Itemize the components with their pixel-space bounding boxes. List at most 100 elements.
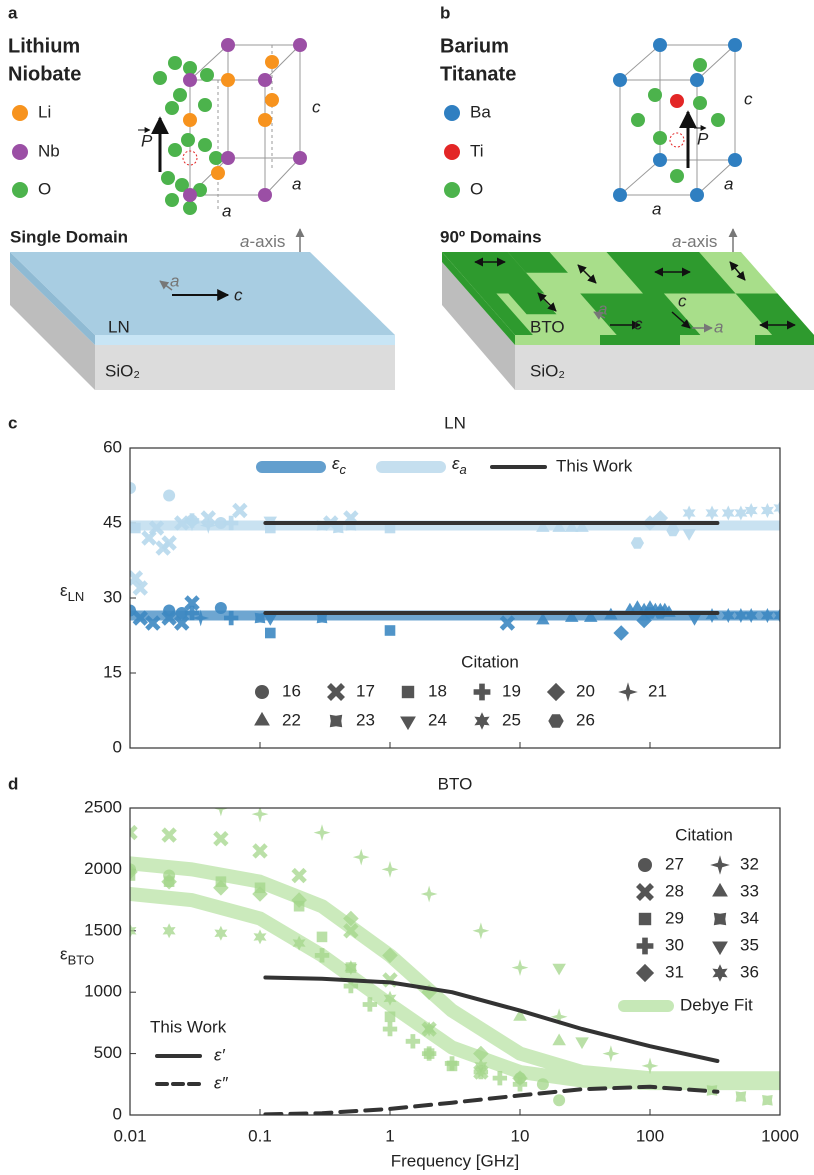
polarization-label: P [141, 131, 153, 150]
legend-label: 27 [665, 854, 684, 873]
marker [683, 506, 696, 521]
legend: εcεaThis WorkCitation1617181920212223242… [254, 454, 667, 730]
lattice-label: a [724, 174, 733, 193]
marker [474, 712, 489, 730]
marker [547, 683, 565, 701]
marker [293, 870, 305, 882]
marker [163, 829, 175, 841]
legend-label: 18 [428, 681, 447, 700]
y-tick-label: 2000 [84, 859, 122, 878]
y-tick-label: 1000 [84, 982, 122, 1001]
marker [385, 1012, 396, 1023]
legend-label: 24 [428, 710, 447, 729]
legend-label: 34 [740, 908, 759, 927]
film-label: BTO [530, 317, 565, 336]
plot-area [124, 482, 787, 641]
y-tick-label: 2500 [84, 797, 122, 816]
legend-label: 25 [502, 710, 521, 729]
y-tick-label: 500 [94, 1043, 122, 1062]
material-title: Barium [440, 35, 509, 57]
marker [400, 717, 416, 731]
domain-title: 90º Domains [440, 227, 542, 246]
marker [329, 685, 343, 699]
panel-label: b [440, 3, 450, 22]
marker [714, 913, 726, 925]
panel-a: a Lithium Niobate Li Nb O [8, 3, 395, 390]
marker [631, 537, 644, 548]
substrate-front [95, 345, 395, 390]
marker [402, 686, 414, 698]
legend-label: Ba [470, 102, 491, 121]
axis-arrow-label: a [714, 317, 723, 336]
lattice-label: c [744, 89, 753, 108]
legend-label: This Work [556, 456, 633, 475]
polarization-label: P [697, 129, 709, 148]
marker [537, 1078, 549, 1090]
material-title: Titanate [440, 63, 516, 85]
lattice-label: a [222, 201, 231, 220]
legend-label: 30 [665, 935, 684, 954]
y-axis-label: εBTO [60, 945, 94, 968]
marker [706, 506, 719, 521]
marker [712, 942, 728, 956]
marker [330, 715, 342, 727]
marker [638, 885, 652, 899]
y-tick-label: 45 [103, 512, 122, 531]
axis-arrow-label: a [598, 299, 607, 318]
substrate-label: SiO₂ [530, 361, 565, 380]
x-tick-label: 1000 [761, 1126, 799, 1145]
y-tick-label: 15 [103, 662, 122, 681]
y-tick-label: 0 [113, 737, 122, 756]
legend-label: 16 [282, 681, 301, 700]
legend-label: 29 [665, 908, 684, 927]
marker [473, 922, 490, 939]
marker [383, 1022, 397, 1036]
marker [722, 506, 735, 521]
lattice-label: c [312, 97, 321, 116]
y-tick-label: 60 [103, 437, 122, 456]
y-axis-label: εLN [60, 581, 84, 604]
marker [638, 858, 652, 872]
y-tick-label: 1500 [84, 920, 122, 939]
axis-arrow-label: c [678, 291, 687, 310]
marker [639, 913, 651, 925]
marker [215, 833, 227, 845]
legend-label: 32 [740, 854, 759, 873]
marker [163, 490, 175, 502]
marker [474, 684, 491, 701]
domain-title: Single Domain [10, 227, 128, 246]
marker [163, 923, 176, 938]
marker [421, 886, 438, 903]
legend-label: 33 [740, 881, 759, 900]
marker [603, 1045, 620, 1062]
marker [353, 849, 370, 866]
x-tick-label: 10 [511, 1126, 530, 1145]
legend-dot [444, 105, 460, 121]
axis-arrow-label: c [234, 285, 243, 304]
marker [613, 625, 629, 641]
legend-label: 26 [576, 710, 595, 729]
lattice-label: a [652, 199, 661, 218]
marker [234, 505, 246, 517]
legend-label: 35 [740, 935, 759, 954]
legend-label: Li [38, 102, 51, 121]
legend-label: 22 [282, 710, 301, 729]
marker [761, 503, 774, 518]
x-tick-label: 0.01 [113, 1126, 146, 1145]
axis-arrow-label: c [634, 314, 643, 333]
axis-name: a-axis [240, 232, 285, 251]
legend-label: Ti [470, 141, 484, 160]
marker [265, 628, 276, 639]
substrate-label: SiO₂ [105, 361, 140, 380]
material-title: Niobate [8, 63, 81, 85]
marker [552, 1034, 566, 1046]
y-tick-label: 0 [113, 1104, 122, 1123]
axis-name: a-axis [672, 232, 717, 251]
marker [314, 824, 331, 841]
x-axis-label: Frequency [GHz] [391, 1151, 520, 1170]
marker [214, 926, 227, 941]
label-sub: LN [68, 589, 85, 604]
label-sub: BTO [68, 953, 95, 968]
